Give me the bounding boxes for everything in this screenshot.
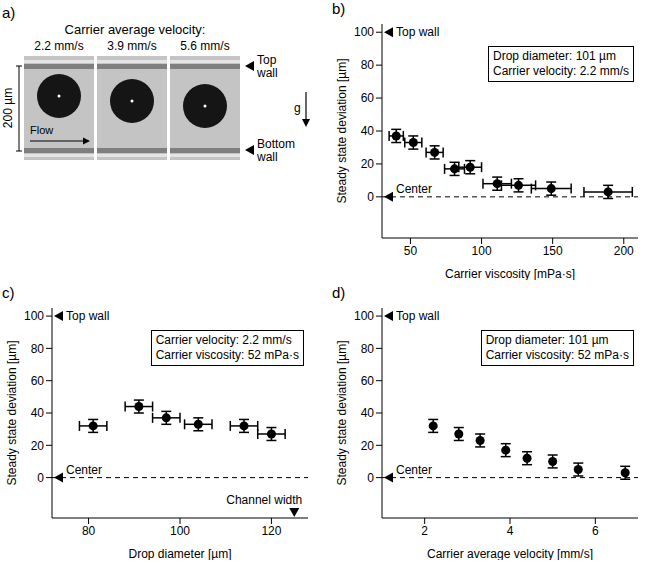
svg-text:60: 60 [361,91,375,105]
svg-text:Center: Center [396,182,432,196]
svg-text:100: 100 [170,524,190,538]
svg-text:200: 200 [614,244,634,258]
html-text:Drop diameter: 101 µm: Drop diameter: 101 µm [485,333,609,347]
svg-text:40: 40 [31,406,45,420]
svg-text:80: 80 [361,342,375,356]
svg-text:Carrier average velocity:: Carrier average velocity: [65,22,206,37]
svg-text:Steady state deviation [µm]: Steady state deviation [µm] [335,59,349,204]
svg-text:Flow: Flow [30,124,53,136]
svg-text:Drop diameter [µm]: Drop diameter [µm] [129,547,232,560]
svg-text:150: 150 [543,244,563,258]
svg-text:2.2 mm/s: 2.2 mm/s [34,39,83,53]
html-text:Carrier velocity: 2.2 mm/s: Carrier velocity: 2.2 mm/s [493,64,629,78]
svg-text:20: 20 [361,439,375,453]
svg-text:3.9 mm/s: 3.9 mm/s [107,39,156,53]
svg-text:100: 100 [472,244,492,258]
svg-text:Top wall: Top wall [66,309,109,323]
html-text:Carrier viscosity: 52 mPa·s: Carrier viscosity: 52 mPa·s [485,348,629,362]
html-text:d): d) [332,284,346,301]
html-text:Carrier velocity: 2.2 mm/s: Carrier velocity: 2.2 mm/s [155,333,292,347]
svg-text:60: 60 [361,374,375,388]
svg-text:Bottomwall: Bottomwall [256,137,295,164]
svg-text:g: g [294,101,301,115]
svg-text:0: 0 [367,471,374,485]
svg-text:Center: Center [66,463,102,477]
html-text:b): b) [332,0,346,17]
svg-text:80: 80 [361,58,375,72]
svg-text:100: 100 [24,309,44,323]
svg-text:a): a) [2,4,15,21]
svg-text:120: 120 [261,524,281,538]
svg-text:20: 20 [31,439,45,453]
svg-text:6: 6 [592,524,599,538]
svg-text:4: 4 [507,524,514,538]
svg-text:Carrier average velocity [mm/s: Carrier average velocity [mm/s] [427,547,593,560]
svg-text:Steady state deviation [µm]: Steady state deviation [µm] [5,341,19,486]
svg-text:40: 40 [361,124,375,138]
svg-text:Steady state deviation [µm]: Steady state deviation [µm] [335,341,349,486]
svg-text:Center: Center [396,463,432,477]
svg-text:Topwall: Topwall [256,53,278,80]
svg-text:80: 80 [82,524,96,538]
svg-text:5.6 mm/s: 5.6 mm/s [180,39,229,53]
svg-text:Carrier viscosity [mPa·s]: Carrier viscosity [mPa·s] [445,267,575,280]
html-text:Drop diameter: 101 µm: Drop diameter: 101 µm [493,49,616,63]
svg-text:40: 40 [361,406,375,420]
svg-text:0: 0 [37,471,44,485]
svg-text:50: 50 [404,244,418,258]
svg-text:200 µm: 200 µm [1,88,15,128]
html-text:Carrier viscosity: 52 mPa·s: Carrier viscosity: 52 mPa·s [155,348,299,362]
svg-text:80: 80 [31,342,45,356]
svg-text:Top wall: Top wall [396,25,439,39]
svg-text:60: 60 [31,374,45,388]
html-text:c): c) [2,284,15,301]
svg-text:Channel width: Channel width [226,493,302,507]
svg-text:100: 100 [354,25,374,39]
svg-text:Top wall: Top wall [396,309,439,323]
svg-text:2: 2 [421,524,428,538]
svg-text:0: 0 [367,190,374,204]
svg-text:100: 100 [354,309,374,323]
svg-text:20: 20 [361,157,375,171]
